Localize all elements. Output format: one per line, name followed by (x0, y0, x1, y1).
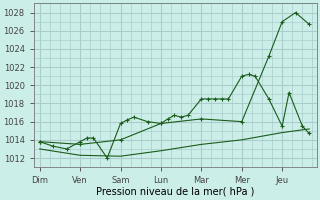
X-axis label: Pression niveau de la mer( hPa ): Pression niveau de la mer( hPa ) (96, 187, 254, 197)
